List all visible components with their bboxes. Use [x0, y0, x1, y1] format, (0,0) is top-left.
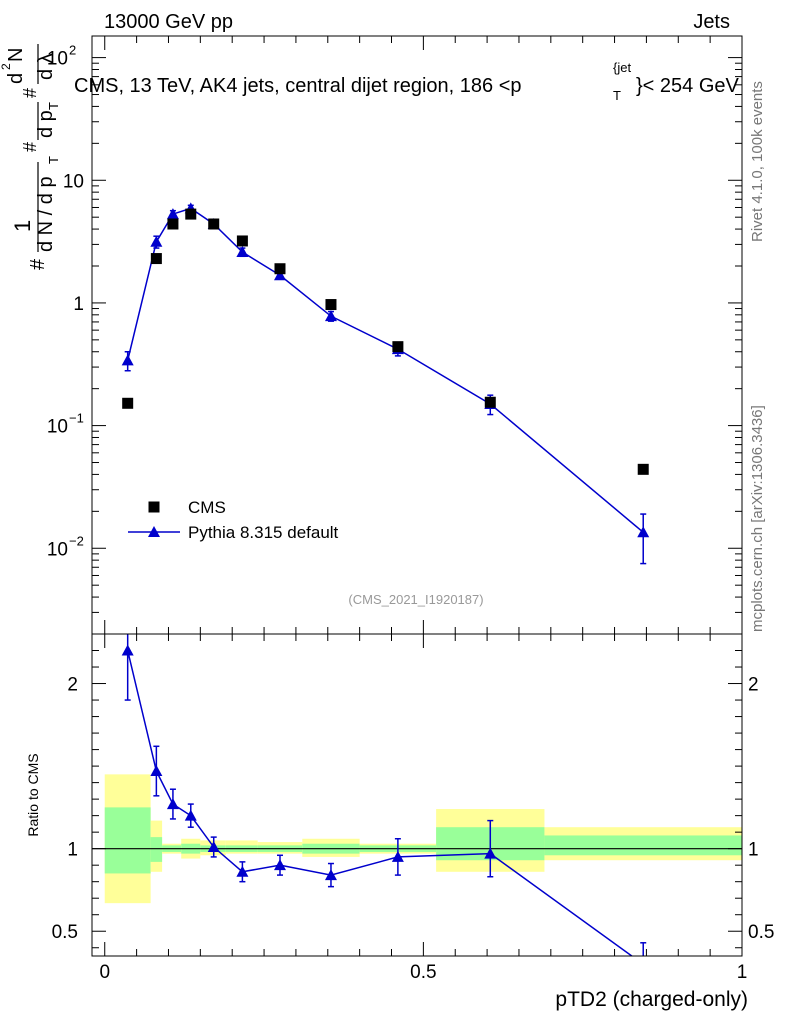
ratio-point	[637, 958, 649, 969]
main-y-axis-label-part: d p	[35, 110, 57, 138]
main-y-tick-label-base: 10	[47, 417, 68, 438]
main-y-axis-label-part: d N / d p	[35, 176, 57, 252]
plot-title-rest: }< 254 GeV	[636, 75, 740, 97]
mc-point	[166, 208, 179, 220]
main-y-tick-label: 10	[63, 171, 84, 192]
ratio-mc-line	[126, 650, 634, 956]
data-point	[236, 235, 248, 247]
ratio-x-tick-label: 0.5	[410, 962, 436, 983]
main-y-tick-label: 10 −2	[47, 533, 84, 560]
main-y-axis-label-part: #	[27, 258, 49, 270]
header-left: 13000 GeV pp	[104, 11, 233, 33]
data-point	[392, 341, 404, 353]
data-point	[274, 263, 286, 275]
main-y-axis-label-part: d λ	[35, 53, 57, 80]
main-y-tick-label-base: 10	[47, 49, 68, 70]
ratio-y-tick-label: 2	[67, 675, 78, 696]
data-point	[208, 218, 220, 230]
main-y-axis-label-part: T	[46, 156, 61, 164]
data-point	[185, 208, 197, 220]
main-y-axis-label-part: #	[20, 88, 40, 98]
ratio-point	[121, 644, 134, 656]
mc-point	[273, 269, 286, 281]
plot-title: CMS, 13 TeV, AK4 jets, central dijet reg…	[74, 60, 740, 103]
ratio-band-inner	[150, 837, 163, 862]
main-y-axis-label-part: N	[5, 48, 27, 62]
ratio-point	[207, 841, 220, 853]
ratio-y-axis-label: Ratio to CMS	[25, 753, 41, 836]
rivet-version-label: Rivet 4.1.0, 100k events	[749, 81, 766, 242]
mc-point	[236, 246, 249, 258]
main-y-tick-label-base: 1	[73, 294, 84, 315]
main-frame	[91, 35, 743, 635]
mc-point	[121, 354, 134, 366]
mc-line	[126, 207, 644, 533]
header-right: Jets	[693, 11, 730, 33]
main-y-axis-label-part: 1	[10, 220, 35, 232]
ratio-band-inner	[104, 807, 151, 874]
legend: CMS Pythia 8.315 default	[128, 498, 339, 542]
ratio-y-tick-label-right: 1	[748, 840, 759, 861]
legend-marker-mc	[148, 526, 160, 537]
main-y-tick-label-exp: 2	[69, 43, 76, 58]
ratio-series	[121, 634, 649, 969]
ratio-point	[236, 865, 249, 877]
ratio-x-tick-label: 1	[737, 962, 748, 983]
main-y-axis-label: #1 d N / d pT#d pT#d2N d λ	[0, 44, 61, 270]
ratio-y-tick-label: 0.5	[52, 922, 78, 943]
ratio-y-tick-label-right: 0.5	[748, 922, 774, 943]
ratio-point	[484, 847, 497, 859]
data-point	[150, 253, 162, 265]
ratio-frame	[91, 633, 743, 957]
main-y-tick-label: 1	[73, 294, 84, 315]
mc-point	[150, 235, 163, 247]
ratio-point	[324, 869, 337, 881]
data-point	[167, 218, 179, 230]
main-y-tick-label-base: 10	[47, 539, 68, 560]
plot-title-main: CMS, 13 TeV, AK4 jets, central dijet reg…	[74, 75, 522, 97]
ratio-point	[273, 859, 286, 871]
plot-title-sub: T	[613, 88, 621, 103]
analysis-tag: (CMS_2021_I1920187)	[348, 592, 483, 607]
main-y-axis-label-part: d	[5, 73, 27, 84]
mc-point	[637, 526, 650, 538]
data-point	[122, 397, 134, 409]
main-y-axis-label-part: T	[46, 102, 61, 110]
data-point	[484, 396, 496, 408]
legend-label-data: CMS	[188, 498, 226, 517]
main-y-tick-label-exp: −2	[69, 533, 84, 548]
plot-title-sup: {jet	[613, 60, 631, 75]
data-point	[325, 299, 337, 311]
main-y-tick-label-exp: −1	[69, 411, 84, 426]
main-y-tick-label-base: 10	[63, 171, 84, 192]
x-axis-label: pTD2 (charged-only)	[555, 988, 748, 1011]
mc-point	[324, 310, 337, 322]
ratio-point	[150, 765, 163, 777]
ratio-x-tick-label: 0	[99, 962, 110, 983]
ratio-point	[184, 809, 197, 821]
main-y-tick-label: 10 −1	[47, 411, 84, 438]
ratio-point	[166, 798, 179, 810]
main-y-tick-label: 10 2	[47, 43, 76, 70]
ratio-y-tick-label-right: 2	[748, 675, 759, 696]
ratio-point	[391, 850, 404, 862]
ratio-band-inner	[544, 835, 742, 856]
main-y-axis-label-part: 2	[0, 63, 13, 70]
main-y-axis-label-group: #1 d N / d pT#d pT#d2N d λ	[0, 44, 61, 270]
mcplots-label: mcplots.cern.ch [arXiv:1306.3436]	[749, 405, 766, 632]
main-y-axis-label-part: #	[20, 142, 40, 152]
data-point	[637, 463, 649, 475]
ratio-y-tick-label: 1	[67, 840, 78, 861]
legend-marker-data	[148, 501, 160, 513]
legend-label-mc: Pythia 8.315 default	[188, 523, 339, 542]
